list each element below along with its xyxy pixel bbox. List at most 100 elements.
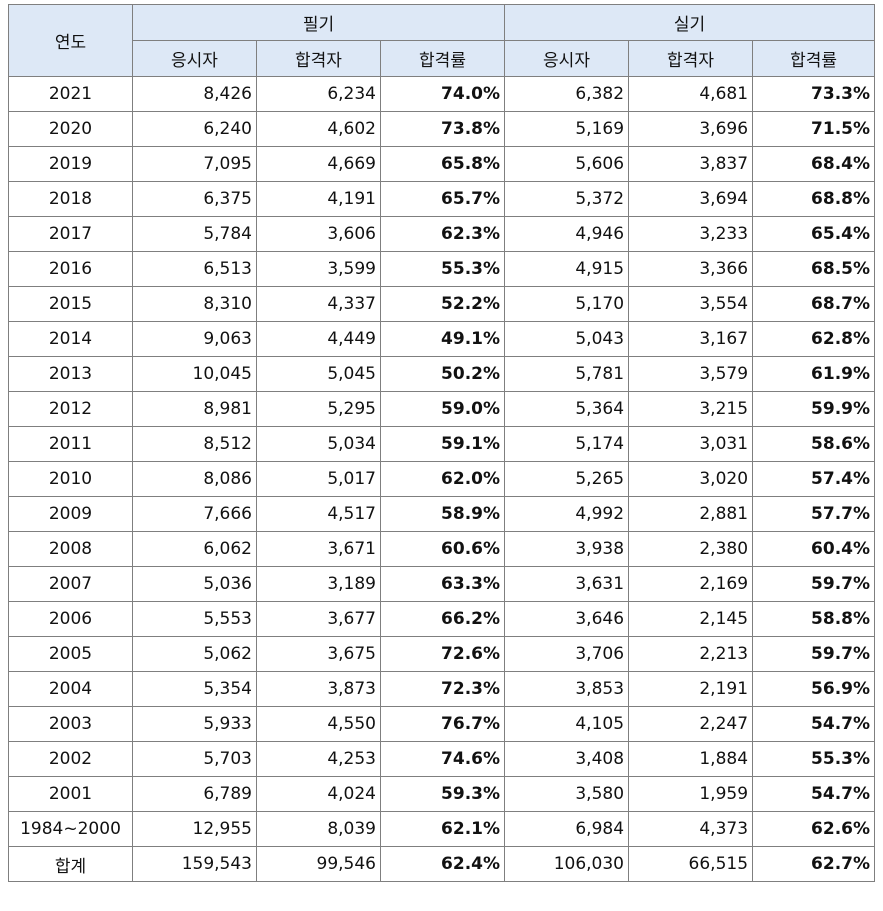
- cell-written-applicants: 5,784: [132, 216, 257, 252]
- cell-written-applicants: 5,933: [132, 706, 257, 742]
- cell-practical-passers: 2,213: [628, 636, 754, 672]
- table-row: 합계 159,543 99,546 62.4% 106,030 66,515 62.7%: [8, 846, 876, 882]
- cell-written-passers: 4,669: [256, 146, 381, 182]
- table-row: 2019 7,095 4,669 65.8% 5,606 3,837 68.4%: [8, 146, 876, 182]
- table-row: 2002 5,703 4,253 74.6% 3,408 1,884 55.3%: [8, 741, 876, 777]
- table-row: 2004 5,354 3,873 72.3% 3,853 2,191 56.9%: [8, 671, 876, 707]
- cell-written-passers: 4,517: [256, 496, 381, 532]
- cell-practical-applicants: 5,781: [504, 356, 630, 392]
- cell-practical-pass-rate: 58.8%: [752, 601, 876, 637]
- cell-practical-passers: 2,191: [628, 671, 754, 707]
- cell-written-passers: 3,677: [256, 601, 381, 637]
- header-row-top: 연도 필기 실기: [8, 4, 876, 77]
- cell-practical-pass-rate: 68.7%: [752, 286, 876, 322]
- cell-practical-applicants: 3,408: [504, 741, 630, 777]
- cell-written-passers: 99,546: [256, 846, 381, 882]
- cell-written-passers: 3,671: [256, 531, 381, 567]
- header-year: 연도: [8, 4, 133, 77]
- cell-practical-passers: 3,694: [628, 181, 754, 217]
- cell-written-pass-rate: 59.1%: [379, 426, 506, 462]
- cell-practical-pass-rate: 55.3%: [752, 741, 876, 777]
- cell-practical-applicants: 5,606: [504, 146, 630, 182]
- cell-practical-applicants: 5,364: [504, 391, 630, 427]
- cell-year: 2020: [8, 111, 133, 147]
- table-row: 2013 10,045 5,045 50.2% 5,781 3,579 61.9%: [8, 356, 876, 392]
- cell-practical-applicants: 3,646: [504, 601, 630, 637]
- cell-practical-passers: 1,884: [628, 741, 754, 777]
- cell-practical-pass-rate: 56.9%: [752, 671, 876, 707]
- cell-written-passers: 4,602: [256, 111, 381, 147]
- header-practical-passers: 합격자: [628, 40, 754, 77]
- cell-practical-passers: 3,837: [628, 146, 754, 182]
- cell-written-pass-rate: 62.1%: [379, 811, 506, 847]
- cell-written-pass-rate: 63.3%: [379, 566, 506, 602]
- cell-written-applicants: 5,553: [132, 601, 257, 637]
- cell-practical-applicants: 4,992: [504, 496, 630, 532]
- cell-written-pass-rate: 65.8%: [379, 146, 506, 182]
- header-practical-applicants: 응시자: [504, 40, 630, 77]
- cell-year: 2010: [8, 461, 133, 497]
- cell-written-applicants: 7,666: [132, 496, 257, 532]
- table-row: 2018 6,375 4,191 65.7% 5,372 3,694 68.8%: [8, 181, 876, 217]
- cell-written-passers: 3,873: [256, 671, 381, 707]
- cell-written-applicants: 12,955: [132, 811, 257, 847]
- cell-year: 2021: [8, 76, 133, 112]
- cell-written-passers: 4,449: [256, 321, 381, 357]
- cell-practical-pass-rate: 61.9%: [752, 356, 876, 392]
- cell-written-passers: 3,189: [256, 566, 381, 602]
- cell-written-pass-rate: 65.7%: [379, 181, 506, 217]
- cell-written-passers: 4,253: [256, 741, 381, 777]
- table-row: 2003 5,933 4,550 76.7% 4,105 2,247 54.7%: [8, 706, 876, 742]
- cell-practical-pass-rate: 54.7%: [752, 776, 876, 812]
- table-row: 2017 5,784 3,606 62.3% 4,946 3,233 65.4%: [8, 216, 876, 252]
- cell-written-applicants: 8,086: [132, 461, 257, 497]
- cell-written-pass-rate: 62.3%: [379, 216, 506, 252]
- header-written: 필기: [131, 4, 506, 41]
- cell-practical-applicants: 5,372: [504, 181, 630, 217]
- cell-written-pass-rate: 72.6%: [379, 636, 506, 672]
- cell-year: 2018: [8, 181, 133, 217]
- cell-year: 2007: [8, 566, 133, 602]
- cell-written-passers: 4,191: [256, 181, 381, 217]
- cell-written-applicants: 5,036: [132, 566, 257, 602]
- cell-written-passers: 4,550: [256, 706, 381, 742]
- table-body: 2021 8,426 6,234 74.0% 6,382 4,681 73.3% 2020 6,…: [8, 76, 876, 882]
- cell-written-pass-rate: 55.3%: [379, 251, 506, 287]
- header-written-passers: 합격자: [256, 40, 381, 77]
- cell-written-pass-rate: 58.9%: [379, 496, 506, 532]
- cell-written-pass-rate: 59.3%: [379, 776, 506, 812]
- cell-written-applicants: 6,240: [132, 111, 257, 147]
- cell-practical-applicants: 3,706: [504, 636, 630, 672]
- cell-written-passers: 5,045: [256, 356, 381, 392]
- cell-practical-passers: 3,366: [628, 251, 754, 287]
- cell-written-pass-rate: 76.7%: [379, 706, 506, 742]
- cell-practical-passers: 2,169: [628, 566, 754, 602]
- cell-practical-passers: 3,031: [628, 426, 754, 462]
- cell-written-applicants: 6,062: [132, 531, 257, 567]
- cell-practical-pass-rate: 68.8%: [752, 181, 876, 217]
- header-written-pass-rate: 합격률: [379, 40, 506, 77]
- header-row-sub: 응시자 합격자 합격률 응시자 합격자 합격률: [9, 40, 876, 77]
- cell-written-passers: 4,337: [256, 286, 381, 322]
- cell-written-applicants: 6,513: [132, 251, 257, 287]
- cell-practical-pass-rate: 59.7%: [752, 636, 876, 672]
- cell-practical-pass-rate: 68.5%: [752, 251, 876, 287]
- cell-practical-applicants: 4,915: [504, 251, 630, 287]
- cell-written-passers: 3,599: [256, 251, 381, 287]
- cell-practical-applicants: 4,105: [504, 706, 630, 742]
- cell-practical-passers: 4,373: [628, 811, 754, 847]
- cell-practical-passers: 3,215: [628, 391, 754, 427]
- cell-written-passers: 8,039: [256, 811, 381, 847]
- cell-practical-applicants: 3,631: [504, 566, 630, 602]
- cell-practical-applicants: 3,580: [504, 776, 630, 812]
- table-row: 2006 5,553 3,677 66.2% 3,646 2,145 58.8%: [8, 601, 876, 637]
- cell-written-applicants: 159,543: [132, 846, 257, 882]
- cell-year: 2016: [8, 251, 133, 287]
- cell-practical-pass-rate: 71.5%: [752, 111, 876, 147]
- cell-practical-pass-rate: 62.6%: [752, 811, 876, 847]
- cell-practical-passers: 2,145: [628, 601, 754, 637]
- cell-year: 2013: [8, 356, 133, 392]
- cell-practical-passers: 1,959: [628, 776, 754, 812]
- cell-year: 2011: [8, 426, 133, 462]
- cell-year: 2003: [8, 706, 133, 742]
